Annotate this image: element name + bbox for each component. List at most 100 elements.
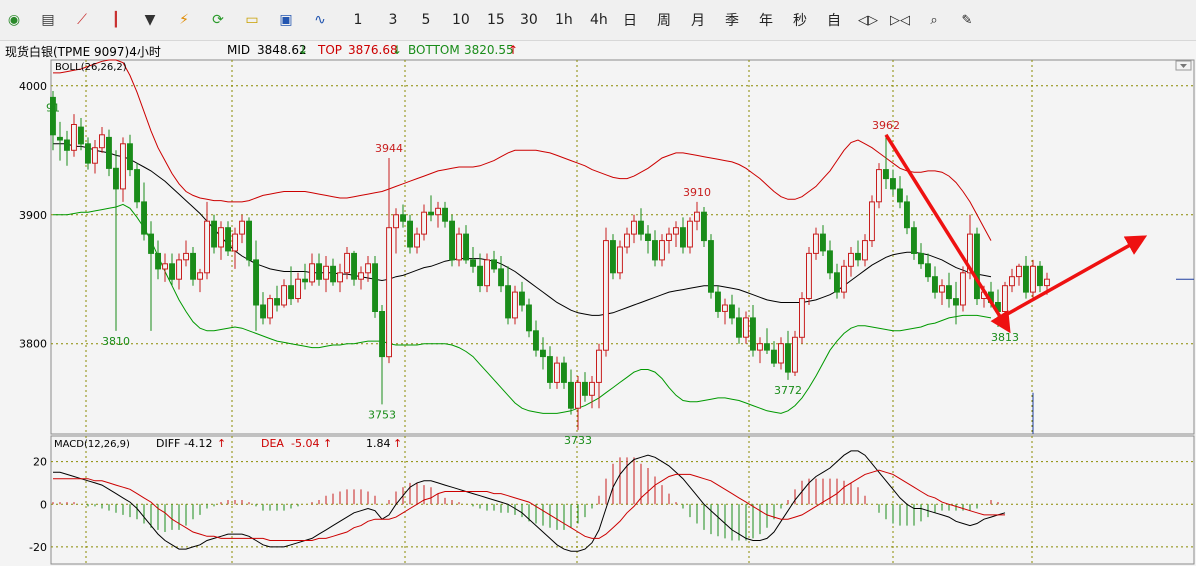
dea-arrow: ↑ bbox=[323, 437, 332, 450]
candle bbox=[869, 195, 875, 247]
save-icon[interactable]: ▣ bbox=[279, 12, 293, 28]
search-icon[interactable]: ⌕ bbox=[930, 12, 938, 28]
candlestick-icon[interactable]: ┃ bbox=[111, 12, 121, 28]
period-button-4[interactable]: 15 bbox=[487, 12, 505, 28]
candle-body bbox=[246, 220, 253, 261]
candle bbox=[498, 256, 505, 293]
candle bbox=[946, 272, 952, 308]
candle bbox=[120, 137, 126, 202]
candle bbox=[134, 163, 141, 209]
candle-body bbox=[421, 211, 428, 235]
candle bbox=[344, 247, 351, 280]
candle bbox=[666, 227, 672, 254]
candle bbox=[1037, 261, 1043, 293]
period-button-13[interactable]: 秒 bbox=[793, 13, 807, 29]
period-button-6[interactable]: 1h bbox=[555, 12, 573, 28]
candle-body bbox=[568, 381, 574, 409]
candle-body bbox=[848, 252, 854, 267]
period-button-1[interactable]: 3 bbox=[388, 12, 398, 28]
period-button-9[interactable]: 周 bbox=[657, 13, 671, 29]
period-button-2[interactable]: 5 bbox=[421, 12, 431, 28]
period-button-5[interactable]: 30 bbox=[520, 12, 538, 28]
diff-arrow: ↑ bbox=[217, 437, 226, 450]
period-button-0[interactable]: 1 bbox=[353, 12, 363, 28]
candle bbox=[113, 150, 119, 331]
candle bbox=[267, 294, 274, 325]
candle bbox=[582, 372, 588, 402]
candle bbox=[309, 253, 316, 286]
candle-body bbox=[274, 298, 281, 306]
candle-body bbox=[547, 356, 553, 383]
candle-body bbox=[99, 134, 105, 149]
zoom-horizontal-icon[interactable]: ◁▷ bbox=[858, 12, 878, 28]
line-chart-icon[interactable]: ⟋ bbox=[77, 12, 87, 28]
candle bbox=[799, 292, 805, 344]
candle bbox=[379, 305, 386, 405]
candle-body bbox=[267, 298, 274, 319]
candle-body bbox=[414, 233, 421, 248]
list-icon[interactable]: ▤ bbox=[41, 12, 55, 28]
wave-icon[interactable]: ∿ bbox=[314, 12, 326, 28]
candle bbox=[701, 207, 707, 247]
candle-body bbox=[750, 317, 756, 351]
pen-icon[interactable]: ✎ bbox=[961, 12, 973, 28]
candle-body bbox=[799, 298, 805, 338]
top-value: 3876.68 bbox=[348, 43, 398, 57]
period-button-14[interactable]: 自 bbox=[827, 13, 841, 29]
candle-body bbox=[239, 220, 246, 235]
candle-body bbox=[337, 272, 344, 283]
candle-body bbox=[302, 278, 309, 283]
period-button-3[interactable]: 10 bbox=[452, 12, 470, 28]
candle bbox=[393, 208, 400, 254]
candle-body bbox=[603, 240, 609, 351]
down-trend-arrow bbox=[884, 133, 1011, 334]
candle-body bbox=[764, 343, 770, 351]
candle-body bbox=[309, 263, 316, 283]
candle-body bbox=[232, 233, 239, 252]
candle-body bbox=[281, 285, 288, 306]
candle-body bbox=[680, 227, 686, 248]
candle-body bbox=[365, 263, 372, 274]
mid-arrow: ↓ bbox=[298, 43, 309, 57]
candle bbox=[904, 195, 910, 235]
period-button-11[interactable]: 季 bbox=[725, 13, 739, 29]
candle bbox=[484, 253, 491, 293]
candle bbox=[554, 356, 560, 389]
candle bbox=[624, 227, 630, 254]
candle bbox=[1023, 256, 1029, 299]
candle bbox=[617, 240, 623, 280]
period-button-10[interactable]: 月 bbox=[691, 13, 705, 29]
zoom-reset-icon[interactable]: ▷◁ bbox=[890, 12, 910, 28]
candle bbox=[533, 320, 539, 357]
candle-body bbox=[176, 259, 183, 280]
top-arrow: ↓ bbox=[392, 43, 403, 57]
candle bbox=[428, 195, 435, 222]
candle-body bbox=[785, 343, 791, 373]
candle bbox=[400, 204, 407, 228]
candle-body bbox=[148, 233, 155, 254]
bottom-label: BOTTOM bbox=[408, 43, 460, 57]
candle bbox=[932, 266, 938, 299]
candle bbox=[141, 182, 148, 241]
candle-body bbox=[113, 167, 119, 190]
price-annotation: 3944 bbox=[375, 142, 403, 155]
back-circle-icon[interactable]: ◉ bbox=[7, 12, 21, 28]
period-button-7[interactable]: 4h bbox=[590, 12, 608, 28]
candle-body bbox=[183, 252, 190, 261]
candle-body bbox=[939, 285, 945, 293]
candle bbox=[743, 311, 749, 344]
lightning-icon[interactable]: ⚡ bbox=[179, 12, 189, 28]
candle-body bbox=[806, 252, 812, 299]
candle-body bbox=[253, 259, 260, 306]
period-button-8[interactable]: 日 bbox=[623, 13, 637, 29]
folder-open-icon[interactable]: ▭ bbox=[245, 12, 259, 28]
candle bbox=[694, 201, 700, 231]
refresh-icon[interactable]: ⟳ bbox=[212, 12, 224, 28]
boll-indicator-label: BOLL(26,26,2) bbox=[55, 62, 127, 73]
candle bbox=[939, 279, 945, 306]
dropdown-arrow-icon[interactable]: ▼ bbox=[144, 12, 156, 28]
period-button-12[interactable]: 年 bbox=[759, 13, 773, 29]
price-annotation: 3962 bbox=[872, 119, 900, 132]
bottom-value: 3820.55 bbox=[464, 43, 514, 57]
candle-body bbox=[722, 304, 728, 312]
